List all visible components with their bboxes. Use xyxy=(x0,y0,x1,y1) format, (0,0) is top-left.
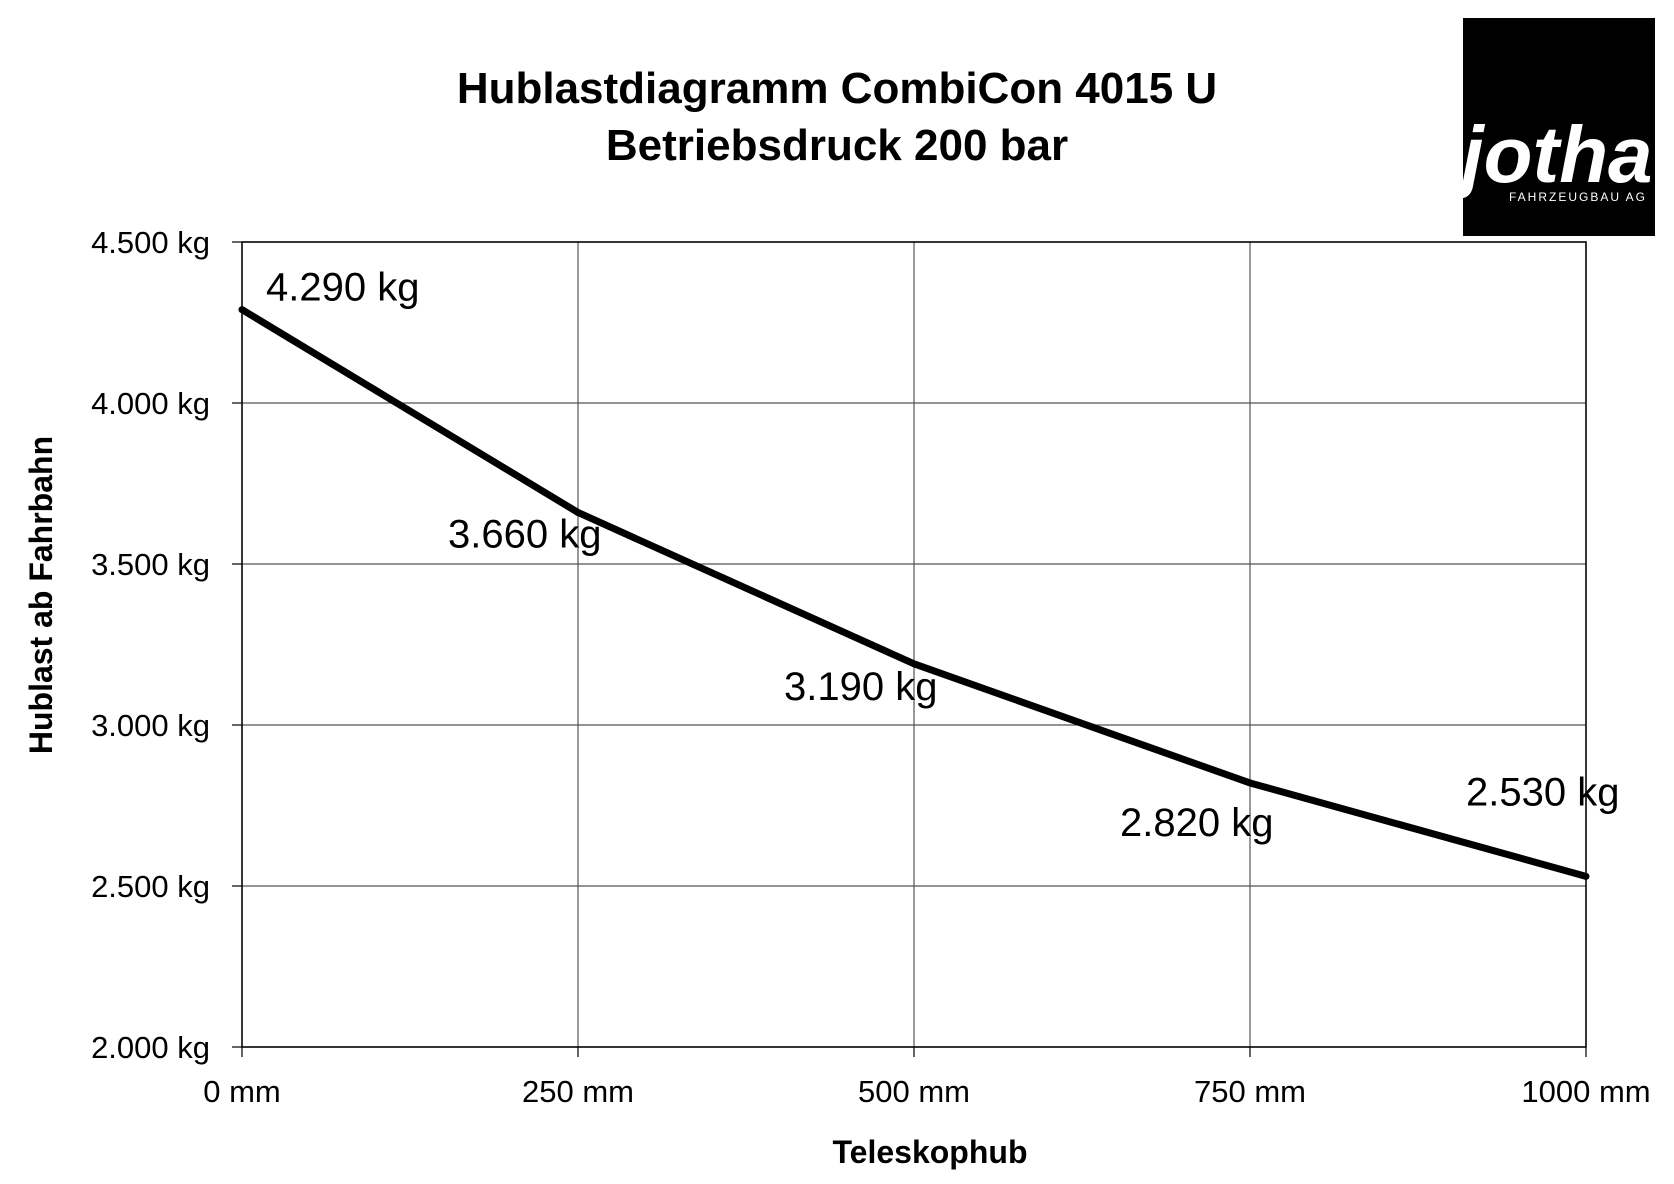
y-tick-label: 3.500 kg xyxy=(91,547,210,582)
x-axis-tick-labels: 0 mm 250 mm 500 mm 750 mm 1000 mm xyxy=(203,1074,1650,1109)
plot-area-border xyxy=(241,241,1587,1048)
x-tick-label: 1000 mm xyxy=(1521,1074,1650,1109)
y-axis-tick-labels: 2.000 kg 2.500 kg 3.000 kg 3.500 kg 4.000 kg… xyxy=(91,225,210,1065)
y-axis-title: Hublast ab Fahrbahn xyxy=(23,436,59,754)
x-tick-label: 750 mm xyxy=(1194,1074,1306,1109)
chart-gridlines xyxy=(232,241,1587,1057)
data-point xyxy=(910,660,918,668)
y-tick-label: 3.000 kg xyxy=(91,708,210,743)
x-tick-label: 250 mm xyxy=(522,1074,634,1109)
y-tick-label: 2.000 kg xyxy=(91,1030,210,1065)
data-point xyxy=(1246,779,1254,787)
logo-name: jotha xyxy=(1452,110,1652,199)
logo-background xyxy=(1463,18,1655,236)
jotha-logo: jotha FAHRZEUGBAU AG xyxy=(1452,18,1655,236)
logo-subtitle: FAHRZEUGBAU AG xyxy=(1509,190,1647,204)
y-tick-label: 2.500 kg xyxy=(91,869,210,904)
series-lines xyxy=(238,306,1590,880)
data-point xyxy=(1582,872,1590,880)
x-tick-label: 500 mm xyxy=(858,1074,970,1109)
data-point xyxy=(574,508,582,516)
data-point xyxy=(238,306,246,314)
chart-title-line-2: Betriebsdruck 200 bar xyxy=(606,121,1068,170)
data-label: 2.530 kg xyxy=(1466,770,1619,814)
chart-title-line-1: Hublastdiagramm CombiCon 4015 U xyxy=(457,64,1217,113)
y-tick-label: 4.000 kg xyxy=(91,386,210,421)
data-label: 3.190 kg xyxy=(784,665,937,709)
data-label: 3.660 kg xyxy=(448,512,601,556)
data-labels: 4.290 kg 3.660 kg 3.190 kg 2.820 kg 2.530 kg xyxy=(266,266,1619,845)
x-axis-title: Teleskophub xyxy=(833,1134,1028,1170)
y-tick-label: 4.500 kg xyxy=(91,225,210,260)
data-label: 4.290 kg xyxy=(266,266,419,310)
data-label: 2.820 kg xyxy=(1120,801,1273,845)
x-tick-label: 0 mm xyxy=(203,1074,281,1109)
